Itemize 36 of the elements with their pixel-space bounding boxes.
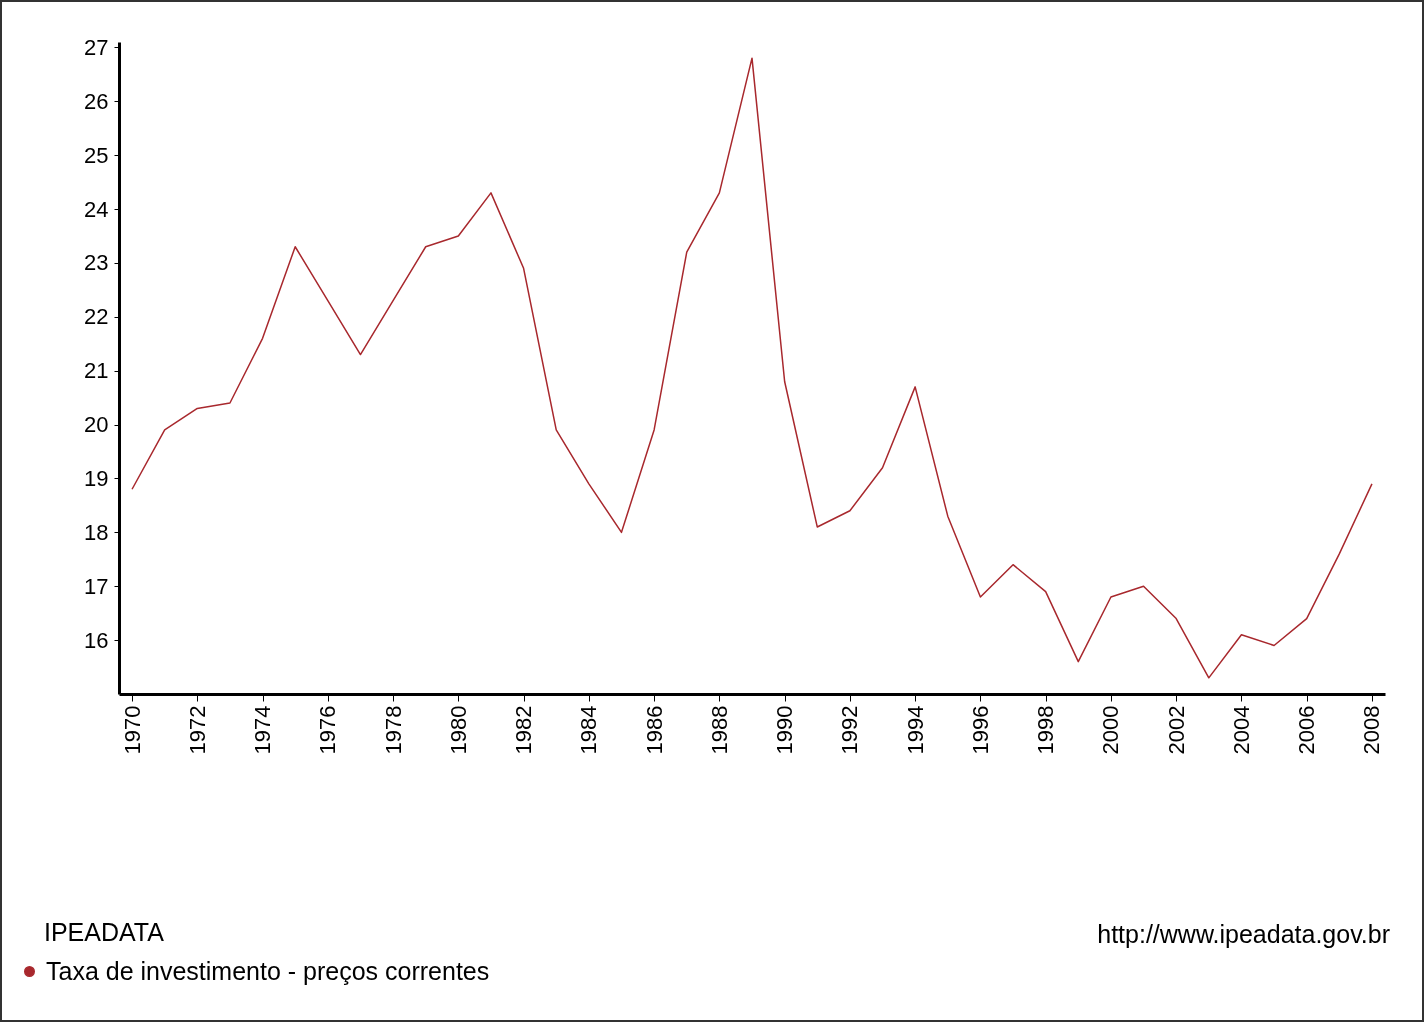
text: http://www.ipeadata.gov.br	[1097, 920, 1390, 949]
x-tick-label: 1980	[445, 705, 471, 755]
x-tick-label: 1986	[641, 705, 667, 755]
x-tick-label: 2000	[1098, 705, 1124, 755]
y-tick-label: 22	[84, 304, 109, 330]
x-tick-label: 2002	[1163, 705, 1189, 755]
text: IPEADATA	[44, 918, 164, 947]
y-tick-label: 26	[84, 88, 109, 114]
x-tick-label: 1974	[250, 705, 276, 755]
y-tick-label: 24	[84, 196, 109, 222]
y-tick-label: 21	[84, 358, 109, 384]
y-tick-label: 19	[84, 465, 109, 491]
y-tick-label: 27	[84, 34, 109, 60]
y-tick-label: 23	[84, 250, 109, 276]
x-tick-label: 2006	[1294, 705, 1320, 755]
x-tick-label: 1990	[772, 705, 798, 755]
x-tick-label: 1972	[184, 705, 210, 755]
y-tick-label: 18	[84, 519, 109, 545]
legend-label: Taxa de investimento - preços correntes	[46, 956, 490, 985]
x-tick-label: 1988	[706, 705, 732, 755]
y-tick-label: 17	[84, 573, 109, 599]
x-tick-label: 1978	[380, 705, 406, 755]
x-tick-label: 1970	[119, 705, 145, 755]
x-tick-label: 1982	[511, 705, 537, 755]
x-tick-label: 1998	[1033, 705, 1059, 755]
y-tick-label: 25	[84, 142, 109, 168]
x-tick-label: 1984	[576, 705, 602, 755]
y-tick-label: 16	[84, 627, 109, 653]
y-tick-label: 20	[84, 412, 109, 438]
x-tick-label: 2008	[1359, 705, 1385, 755]
line-series	[131, 57, 1373, 679]
x-tick-label: 1992	[837, 705, 863, 755]
x-tick-label: 1996	[967, 705, 993, 755]
x-tick-label: 1976	[315, 705, 341, 755]
x-tick-label: 1994	[902, 705, 928, 755]
x-tick-label: 2004	[1228, 705, 1254, 755]
